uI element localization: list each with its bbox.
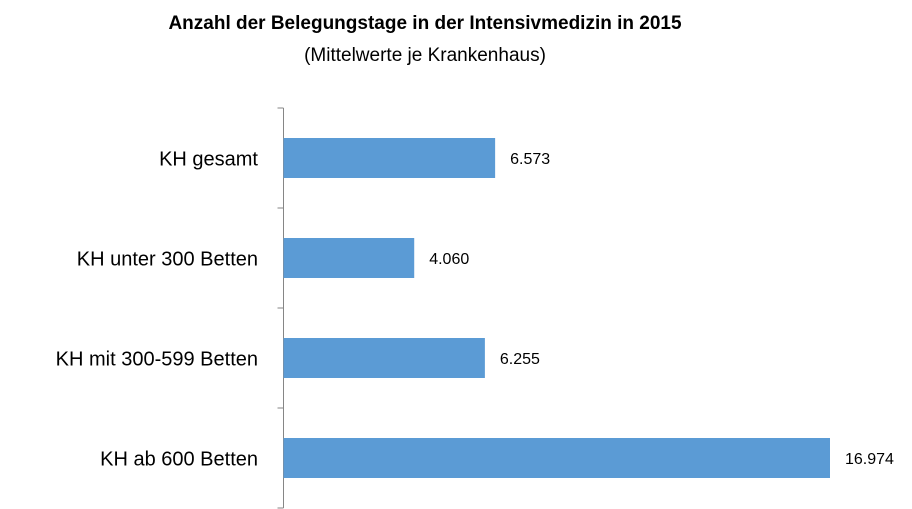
bar (283, 138, 496, 178)
chart-subtitle: (Mittelwerte je Krankenhaus) (304, 45, 546, 66)
data-label: 4.060 (429, 251, 469, 268)
data-label: 6.255 (500, 351, 540, 368)
data-label: 6.573 (510, 151, 550, 168)
bar (283, 338, 485, 378)
y-tick-label: KH mit 300-599 Betten (56, 348, 258, 370)
bar (283, 438, 830, 478)
y-tick-label: KH unter 300 Betten (77, 248, 258, 270)
y-tick-label: KH gesamt (159, 148, 258, 170)
y-tick-label: KH ab 600 Betten (100, 448, 258, 470)
data-label: 16.974 (845, 451, 894, 468)
bar (283, 238, 415, 278)
chart-title: Anzahl der Belegungstage in der Intensiv… (168, 13, 682, 34)
